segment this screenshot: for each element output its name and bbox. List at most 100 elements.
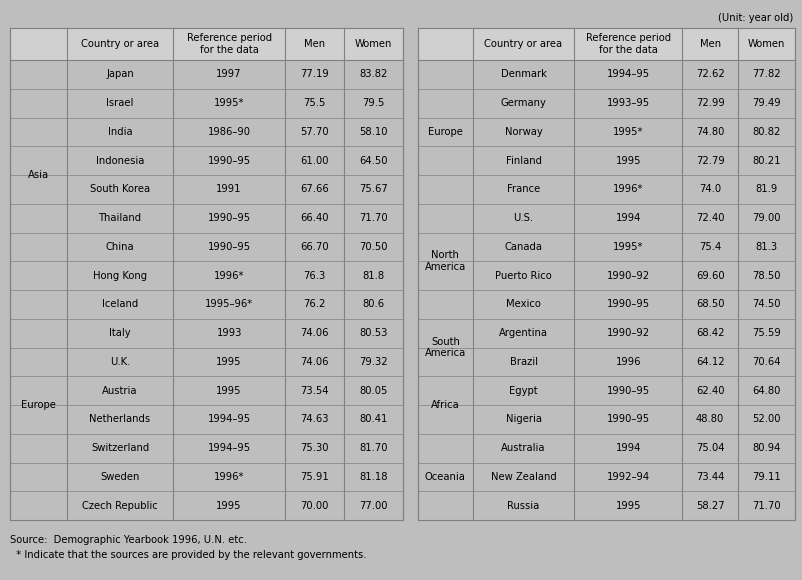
Text: 66.70: 66.70 — [300, 242, 329, 252]
Text: 77.19: 77.19 — [300, 70, 329, 79]
Text: 66.40: 66.40 — [300, 213, 329, 223]
Text: 48.80: 48.80 — [696, 414, 724, 425]
Text: Netherlands: Netherlands — [90, 414, 151, 425]
Bar — [418, 28, 795, 60]
Text: Germany: Germany — [500, 98, 546, 108]
Text: 74.50: 74.50 — [752, 299, 781, 309]
Text: Europe: Europe — [21, 400, 56, 410]
Text: South
America: South America — [425, 337, 466, 358]
Text: Women: Women — [748, 39, 785, 49]
Text: Czech Republic: Czech Republic — [82, 501, 158, 510]
Text: 74.0: 74.0 — [699, 184, 721, 194]
Text: 70.50: 70.50 — [359, 242, 388, 252]
Text: 1990–95: 1990–95 — [606, 414, 650, 425]
Text: Women: Women — [354, 39, 392, 49]
Text: 71.70: 71.70 — [359, 213, 388, 223]
Text: 77.82: 77.82 — [752, 70, 781, 79]
Text: 1994–95: 1994–95 — [606, 70, 650, 79]
Text: 57.70: 57.70 — [300, 127, 329, 137]
Text: 1995: 1995 — [615, 501, 641, 510]
Text: Mexico: Mexico — [506, 299, 541, 309]
Text: Switzerland: Switzerland — [91, 443, 149, 453]
Text: 70.64: 70.64 — [752, 357, 781, 367]
Text: Asia: Asia — [28, 170, 49, 180]
Text: 1990–95: 1990–95 — [208, 242, 251, 252]
Text: 72.40: 72.40 — [696, 213, 724, 223]
Text: 1994–95: 1994–95 — [208, 414, 251, 425]
Text: 62.40: 62.40 — [696, 386, 724, 396]
Text: 76.3: 76.3 — [303, 271, 326, 281]
Text: Country or area: Country or area — [484, 39, 563, 49]
Text: 74.63: 74.63 — [300, 414, 329, 425]
Text: 1996*: 1996* — [214, 271, 245, 281]
Text: 1995–96*: 1995–96* — [205, 299, 253, 309]
Text: Italy: Italy — [109, 328, 131, 338]
Text: 79.11: 79.11 — [752, 472, 781, 482]
Text: 76.2: 76.2 — [303, 299, 326, 309]
Bar — [10, 60, 403, 520]
Text: 75.67: 75.67 — [359, 184, 388, 194]
Text: 1995: 1995 — [615, 155, 641, 166]
Text: 1990–92: 1990–92 — [606, 328, 650, 338]
Text: Thailand: Thailand — [99, 213, 142, 223]
Text: 75.59: 75.59 — [752, 328, 781, 338]
Text: 74.06: 74.06 — [300, 328, 329, 338]
Text: 80.82: 80.82 — [752, 127, 781, 137]
Text: Oceania: Oceania — [425, 472, 466, 482]
Text: 81.18: 81.18 — [359, 472, 388, 482]
Text: 64.80: 64.80 — [752, 386, 781, 396]
Text: Europe: Europe — [428, 127, 463, 137]
Text: China: China — [106, 242, 135, 252]
Text: Australia: Australia — [501, 443, 546, 453]
Text: 74.06: 74.06 — [300, 357, 329, 367]
Text: 73.54: 73.54 — [300, 386, 329, 396]
Text: 1996: 1996 — [615, 357, 641, 367]
Text: 64.12: 64.12 — [696, 357, 724, 367]
Text: Country or area: Country or area — [81, 39, 159, 49]
Text: Men: Men — [304, 39, 325, 49]
Text: Reference period
for the data: Reference period for the data — [585, 33, 670, 55]
Text: 1995*: 1995* — [613, 242, 643, 252]
Text: 79.49: 79.49 — [752, 98, 781, 108]
Text: 77.00: 77.00 — [359, 501, 388, 510]
Text: 80.21: 80.21 — [752, 155, 781, 166]
Text: 72.99: 72.99 — [696, 98, 724, 108]
Text: 72.62: 72.62 — [696, 70, 724, 79]
Bar — [418, 60, 795, 520]
Text: 1990–95: 1990–95 — [208, 213, 251, 223]
Text: 75.5: 75.5 — [303, 98, 326, 108]
Text: Brazil: Brazil — [509, 357, 537, 367]
Text: Puerto Rico: Puerto Rico — [495, 271, 552, 281]
Text: 67.66: 67.66 — [300, 184, 329, 194]
Text: 80.53: 80.53 — [359, 328, 387, 338]
Text: Israel: Israel — [107, 98, 134, 108]
Text: 68.42: 68.42 — [696, 328, 724, 338]
Text: 1990–95: 1990–95 — [208, 155, 251, 166]
Text: 1992–94: 1992–94 — [606, 472, 650, 482]
Text: 80.05: 80.05 — [359, 386, 387, 396]
Text: 58.10: 58.10 — [359, 127, 388, 137]
Text: North
America: North America — [425, 251, 466, 272]
Text: Source:  Demographic Yearbook 1996, U.N. etc.: Source: Demographic Yearbook 1996, U.N. … — [10, 535, 247, 545]
Text: 79.32: 79.32 — [359, 357, 388, 367]
Text: 1995: 1995 — [217, 357, 242, 367]
Text: 79.00: 79.00 — [752, 213, 781, 223]
Text: Canada: Canada — [504, 242, 543, 252]
Text: Iceland: Iceland — [102, 299, 138, 309]
Text: Argentina: Argentina — [499, 328, 548, 338]
Text: 80.94: 80.94 — [752, 443, 781, 453]
Text: 1994: 1994 — [615, 213, 641, 223]
Text: 81.9: 81.9 — [755, 184, 778, 194]
Text: 61.00: 61.00 — [300, 155, 329, 166]
Text: France: France — [507, 184, 541, 194]
Text: 1995*: 1995* — [613, 127, 643, 137]
Text: 1995: 1995 — [217, 386, 242, 396]
Text: U.S.: U.S. — [513, 213, 533, 223]
Text: 1990–95: 1990–95 — [606, 299, 650, 309]
Bar — [10, 28, 403, 520]
Text: 1996*: 1996* — [613, 184, 643, 194]
Text: Norway: Norway — [504, 127, 542, 137]
Text: Egypt: Egypt — [509, 386, 538, 396]
Text: 1994–95: 1994–95 — [208, 443, 251, 453]
Text: 1993: 1993 — [217, 328, 241, 338]
